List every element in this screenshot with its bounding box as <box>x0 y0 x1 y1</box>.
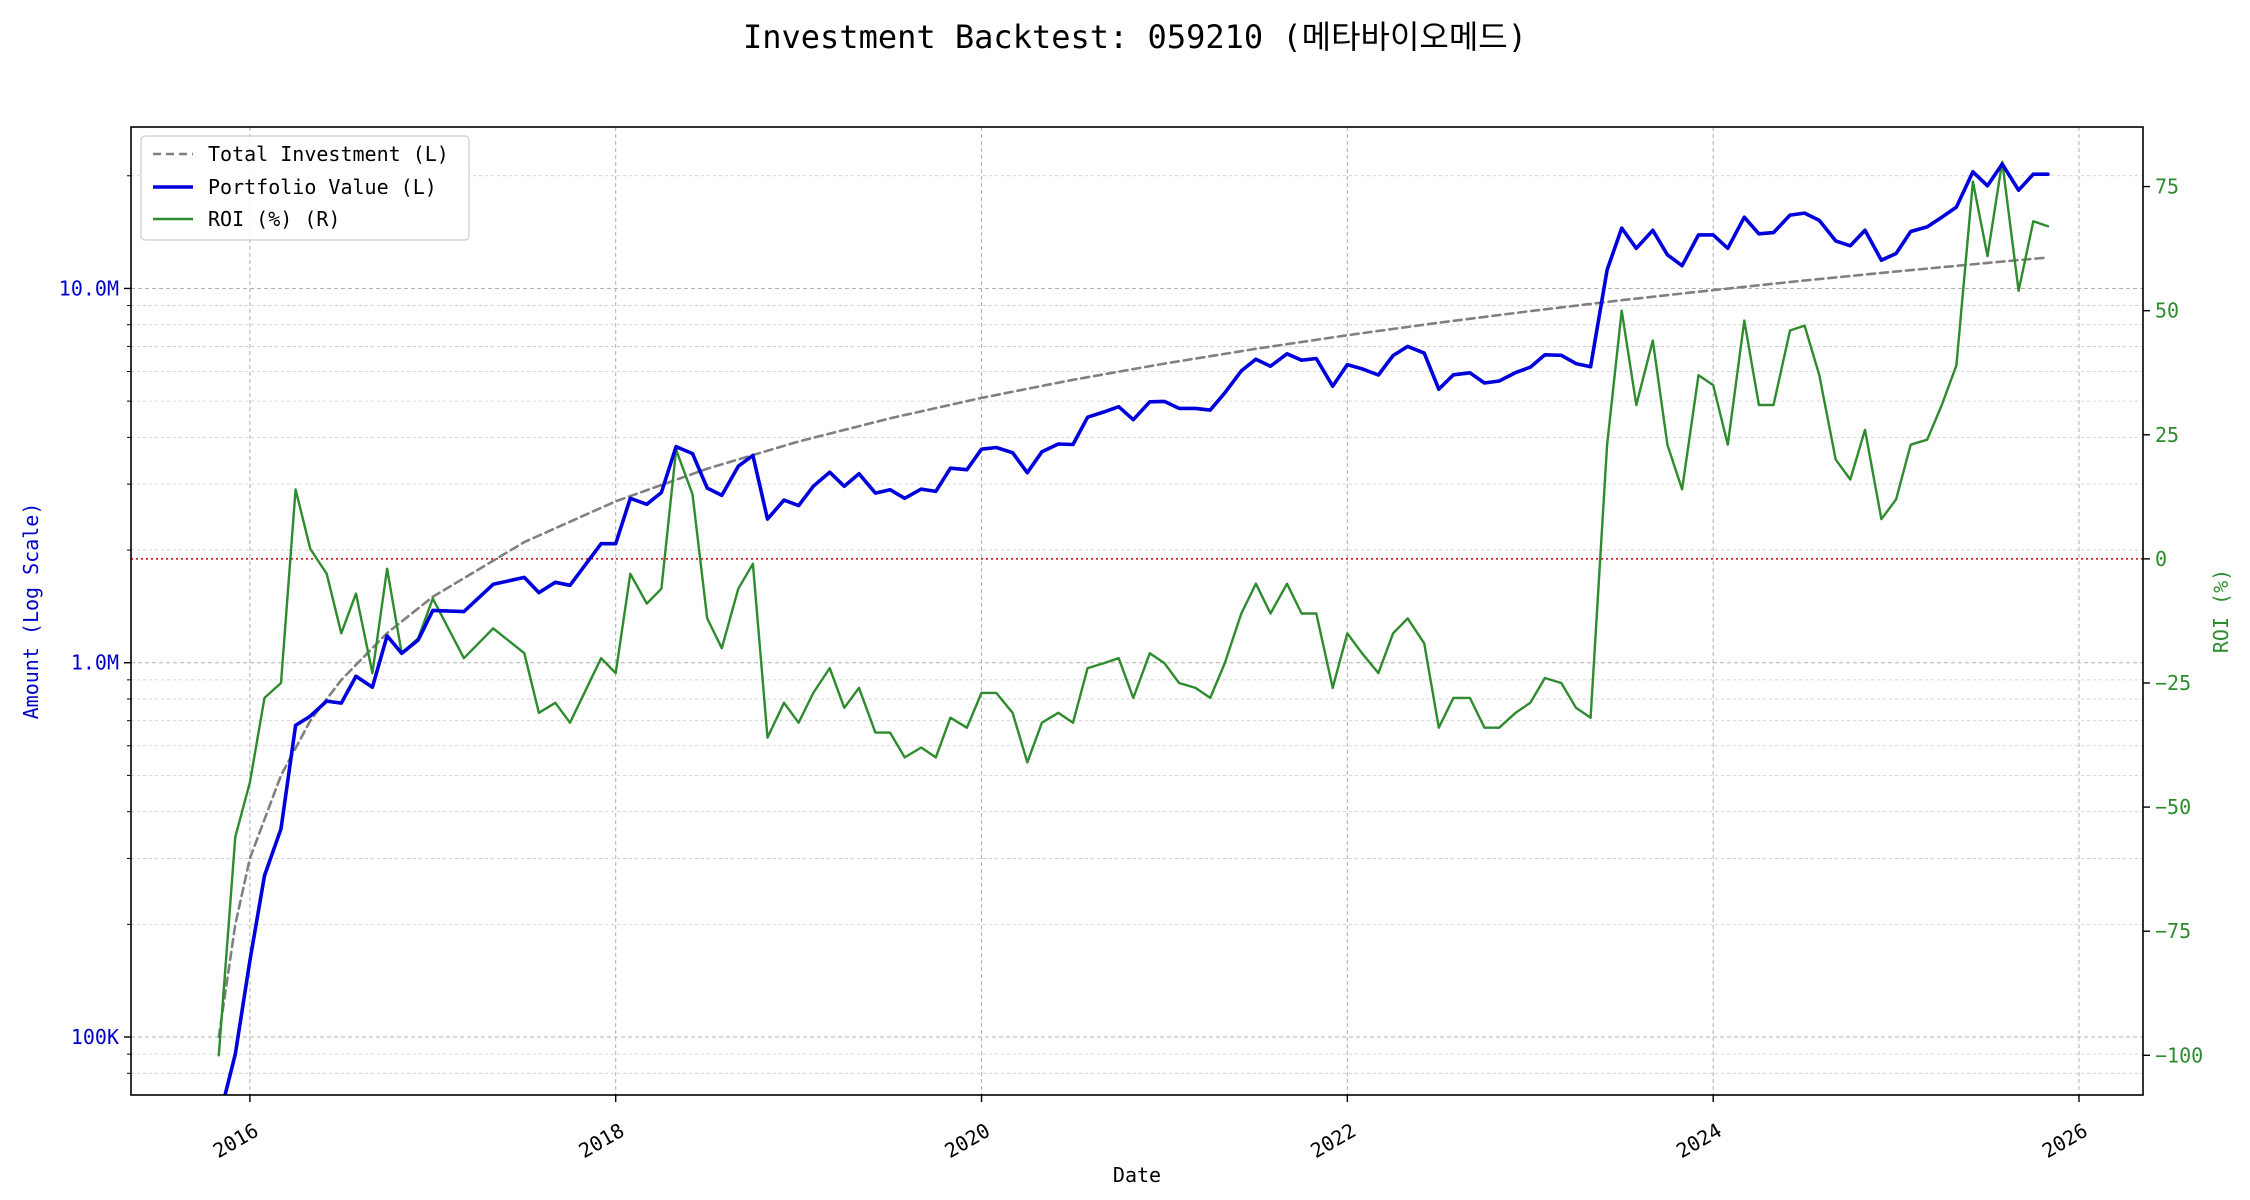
x-axis-label: Date <box>1113 1163 1161 1187</box>
series-layer <box>217 160 2050 1095</box>
chart-title: Investment Backtest: 059210 (메타바이오메드) <box>743 18 1527 56</box>
left-tick-label: 10.0M <box>59 276 119 300</box>
plot-frame <box>130 126 2144 1096</box>
left-tick-label: 1.0M <box>71 651 119 675</box>
grid-layer <box>131 127 2143 1095</box>
legend-label-total-investment: Total Investment (L) <box>208 142 449 166</box>
right-tick-label: 75 <box>2155 175 2179 199</box>
right-tick-label: −75 <box>2155 919 2191 943</box>
right-tick-label: −25 <box>2155 671 2191 695</box>
series-total-investment-line <box>217 256 2050 1039</box>
legend-entry-portfolio-value: Portfolio Value (L) <box>153 175 437 199</box>
right-tick-label: 0 <box>2155 547 2167 571</box>
right-tick-label: 25 <box>2155 423 2179 447</box>
right-tick-label: 50 <box>2155 299 2179 323</box>
left-y-axis-label: Amount (Log Scale) <box>19 503 43 720</box>
legend-label-roi: ROI (%) (R) <box>208 207 340 231</box>
right-tick-label: −100 <box>2155 1043 2203 1067</box>
legend-label-portfolio-value: Portfolio Value (L) <box>208 175 437 199</box>
series-portfolio-value-line <box>223 162 2050 1095</box>
right-y-axis-label: ROI (%) <box>2209 569 2233 653</box>
legend: Total Investment (L) Portfolio Value (L)… <box>140 135 470 241</box>
right-tick-label: −50 <box>2155 795 2191 819</box>
legend-entry-total-investment: Total Investment (L) <box>153 142 449 166</box>
left-tick-label: 100K <box>71 1025 119 1049</box>
legend-entry-roi: ROI (%) (R) <box>153 207 340 231</box>
right-y-axis: −100 −75 −50 −25 0 25 50 75 <box>2143 175 2203 1067</box>
series-roi-line <box>217 160 2050 1057</box>
legend-box <box>140 135 470 241</box>
left-y-axis: 100K 1.0M 10.0M <box>59 175 131 1074</box>
